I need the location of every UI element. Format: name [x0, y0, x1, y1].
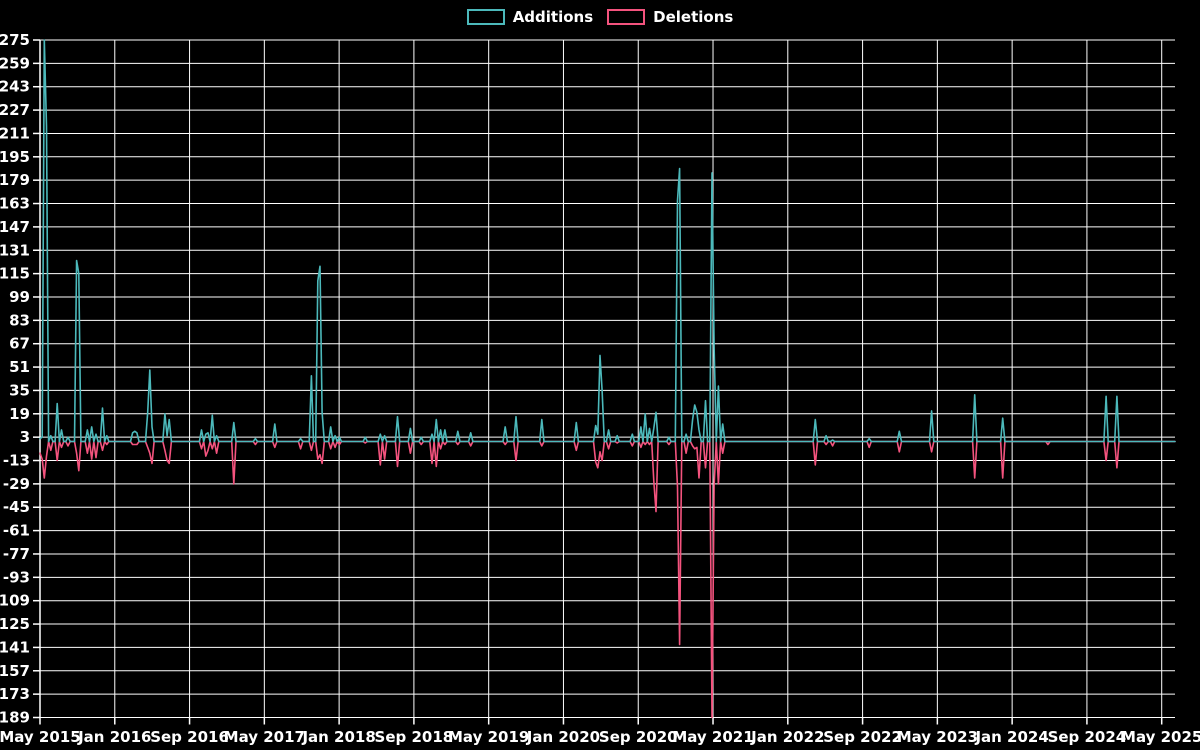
y-tick-label: -45	[3, 498, 30, 516]
x-tick-label: Jan 2022	[750, 728, 824, 746]
legend-label-additions: Additions	[512, 7, 594, 26]
y-tick-label: 67	[9, 335, 30, 353]
x-tick-label: Sep 2024	[1048, 728, 1127, 746]
y-tick-label: 3	[20, 428, 30, 446]
y-tick-label: -141	[0, 638, 30, 656]
y-tick-label: -173	[0, 685, 30, 703]
y-tick-label: 163	[0, 195, 30, 213]
y-tick-label: -189	[0, 709, 30, 727]
y-tick-label: -125	[0, 615, 30, 633]
y-tick-label: 227	[0, 101, 30, 119]
x-tick-label: Jan 2024	[974, 728, 1048, 746]
legend-item-additions[interactable]: Additions	[466, 7, 594, 26]
legend-label-deletions: Deletions	[653, 7, 734, 26]
x-tick-label: Jan 2016	[77, 728, 151, 746]
additions-swatch-icon	[466, 9, 505, 25]
x-tick-label: Jan 2020	[526, 728, 600, 746]
y-axis-labels: 275 259 243 227 211 195 179 163 147 131 115 99 83 67 5…	[0, 31, 30, 727]
x-tick-label: Sep 2018	[375, 728, 454, 746]
y-tick-label: 195	[0, 148, 30, 166]
y-tick-label: -77	[3, 545, 30, 563]
x-tick-label: May 2021	[672, 728, 753, 746]
y-tick-label: 99	[9, 288, 30, 306]
y-tick-label: 179	[0, 171, 30, 189]
y-tick-label: -93	[3, 568, 30, 586]
y-tick-label: 115	[0, 265, 30, 283]
y-tick-label: -13	[3, 452, 30, 470]
y-tick-label: 259	[0, 54, 30, 72]
deletions-swatch-icon	[607, 9, 646, 25]
additions-line	[39, 39, 1176, 443]
y-tick-label: -29	[3, 475, 30, 493]
chart-legend: Additions Deletions	[0, 6, 1200, 28]
x-tick-label: May 2019	[448, 728, 529, 746]
y-tick-label: 83	[9, 311, 30, 329]
y-tick-label: -157	[0, 662, 30, 680]
y-tick-label: 275	[0, 31, 30, 49]
x-tick-label: May 2017	[224, 728, 305, 746]
deletions-line	[39, 440, 1176, 719]
y-tick-label: -109	[0, 592, 30, 610]
y-tick-label: 211	[0, 124, 30, 142]
x-tick-label: May 2025	[1121, 728, 1200, 746]
gridlines	[40, 39, 1175, 718]
y-tick-label: -61	[3, 522, 30, 540]
axes	[33, 39, 1163, 725]
x-tick-label: May 2015	[0, 728, 81, 746]
y-tick-label: 19	[9, 405, 30, 423]
legend-item-deletions[interactable]: Deletions	[607, 9, 733, 25]
x-tick-label: Sep 2016	[150, 728, 229, 746]
x-tick-label: Jan 2018	[301, 728, 375, 746]
y-tick-label: 35	[9, 381, 30, 399]
x-tick-label: Sep 2022	[823, 728, 902, 746]
y-tick-label: 51	[9, 358, 30, 376]
y-tick-label: 243	[0, 78, 30, 96]
y-tick-label: 147	[0, 218, 30, 236]
x-tick-label: May 2023	[897, 728, 978, 746]
y-tick-label: 131	[0, 241, 30, 259]
x-tick-label: Sep 2020	[599, 728, 678, 746]
